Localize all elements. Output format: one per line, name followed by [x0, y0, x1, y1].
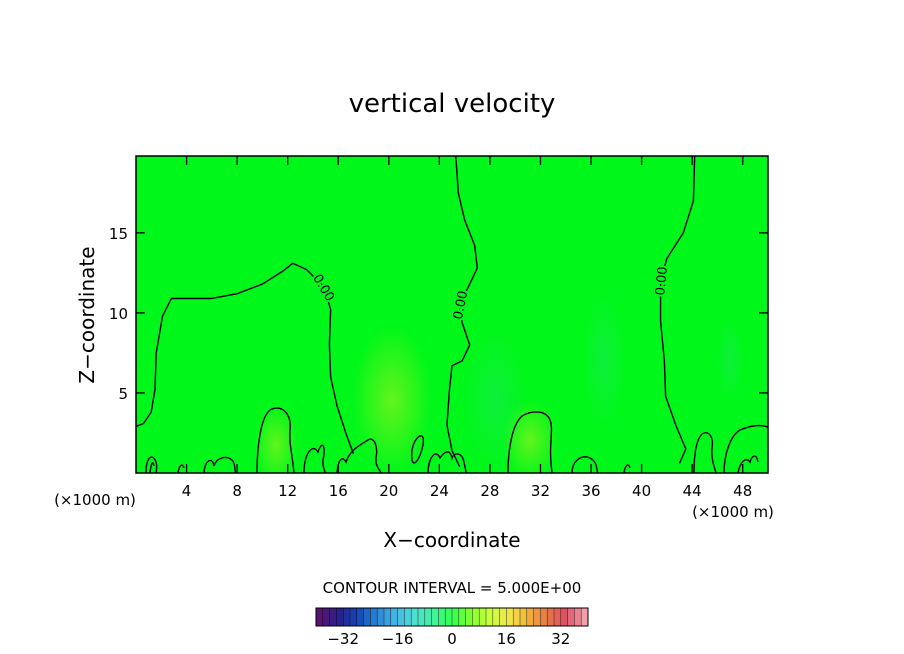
- colorbar-cell: [458, 608, 467, 626]
- zero-contour-line: [659, 156, 696, 464]
- colorbar-cell: [479, 608, 487, 626]
- contour-cell: [623, 464, 631, 473]
- y-tick-label: 15: [109, 225, 128, 243]
- colorbar-cell: [390, 608, 399, 626]
- contour-cell: [693, 432, 717, 473]
- colorbar-cell: [486, 608, 494, 626]
- colorbar-cell: [452, 608, 460, 626]
- colorbar-cell: [418, 608, 426, 626]
- colorbar-cell: [343, 608, 351, 626]
- heatmap-downdraft-region: [463, 330, 527, 470]
- x-unit-left: (×1000 m): [54, 491, 136, 509]
- colorbar-cell: [363, 608, 371, 626]
- x-axis: 4 8 12 16 20 24 28 32 36 40 44 48: [182, 156, 752, 500]
- colorbar-cell: [581, 608, 589, 626]
- colorbar-cell: [540, 608, 548, 626]
- colorbar-cell: [356, 608, 365, 626]
- contour-cell: [737, 455, 759, 473]
- heatmap-downdraft-region: [716, 320, 744, 400]
- x-tick-label: 8: [232, 482, 242, 500]
- colorbar-cell: [322, 608, 331, 626]
- heatmap-field: [136, 156, 768, 473]
- x-tick-label: 44: [683, 482, 702, 500]
- contour-interval-text: CONTOUR INTERVAL = 5.000E+00: [323, 579, 582, 597]
- colorbar-tick-label: 32: [551, 630, 570, 648]
- x-tick-label: 24: [430, 482, 449, 500]
- colorbar-cell: [445, 608, 453, 626]
- surface-contour-cells: [145, 407, 768, 473]
- heatmap-downdraft-region: [582, 290, 626, 430]
- heatmap-updraft-region: [352, 325, 432, 473]
- colorbar-cell: [370, 608, 378, 626]
- colorbar: −32 −16 0 16 32: [315, 607, 589, 648]
- colorbar-cell: [316, 608, 324, 626]
- colorbar-cell: [336, 608, 344, 626]
- colorbar-tick-label: 16: [497, 630, 516, 648]
- colorbar-cell: [554, 608, 562, 626]
- colorbar-cell: [547, 608, 555, 626]
- contour-cell: [571, 456, 599, 473]
- colorbar-cell: [404, 608, 412, 626]
- chart-title: vertical velocity: [349, 89, 556, 119]
- x-tick-label: 16: [329, 482, 348, 500]
- colorbar-cell: [472, 608, 480, 626]
- colorbar-cell: [506, 608, 514, 626]
- x-tick-label: 48: [733, 482, 752, 500]
- contour-cell: [427, 451, 467, 473]
- colorbar-tick-label: 0: [447, 630, 457, 648]
- colorbar-tick-label: −16: [382, 630, 414, 648]
- colorbar-cell: [431, 608, 439, 626]
- colorbar-cell: [397, 608, 405, 626]
- colorbar-cell: [513, 608, 521, 626]
- colorbar-cell: [438, 608, 446, 626]
- contour-cell: [303, 444, 326, 473]
- zero-contour-line: [446, 156, 478, 467]
- x-axis-label: X−coordinate: [383, 528, 520, 552]
- contour-cell: [145, 456, 158, 473]
- colorbar-cell: [384, 608, 392, 626]
- y-tick-label: 10: [109, 305, 128, 323]
- x-tick-label: 28: [480, 482, 499, 500]
- colorbar-frame: [315, 607, 589, 627]
- colorbar-cell: [533, 608, 541, 626]
- colorbar-tick-label: −32: [327, 630, 359, 648]
- contour-cell: [507, 411, 553, 473]
- x-unit-right: (×1000 m): [692, 503, 774, 521]
- colorbar-cell: [424, 608, 433, 626]
- colorbar-cell: [574, 608, 582, 626]
- colorbar-cell: [377, 608, 385, 626]
- colorbar-cell: [567, 608, 575, 626]
- y-axis-label: Z−coordinate: [75, 246, 99, 383]
- colorbar-cell: [411, 608, 419, 626]
- colorbar-cell: [350, 608, 358, 626]
- colorbar-cell: [560, 608, 569, 626]
- contour-cell: [149, 462, 155, 473]
- contour-cell: [177, 464, 185, 473]
- x-tick-label: 36: [581, 482, 600, 500]
- contour-cell: [256, 407, 295, 473]
- x-tick-label: 40: [632, 482, 651, 500]
- contour-cell: [410, 435, 425, 464]
- contour-cell: [203, 456, 237, 473]
- plot-frame: [135, 155, 769, 474]
- contour-label: 0.00: [653, 266, 671, 296]
- x-tick-label: 20: [379, 482, 398, 500]
- contour-cell: [723, 424, 768, 473]
- colorbar-cell: [499, 608, 507, 626]
- plot-area: 0.000.000.00 4 8 12 16 20 24 28 32 36 40 44 48: [109, 155, 769, 500]
- colorbar-cell: [329, 608, 337, 626]
- zero-contour-line: [136, 262, 355, 455]
- x-tick-label: 4: [182, 482, 192, 500]
- colorbar-cell: [492, 608, 501, 626]
- colorbar-cell: [526, 608, 535, 626]
- x-tick-label: 32: [531, 482, 550, 500]
- heatmap-updraft-region: [254, 405, 298, 473]
- colorbar-cell: [465, 608, 473, 626]
- colorbar-cell: [520, 608, 528, 626]
- y-axis: 5 10 15: [109, 225, 768, 403]
- contour-cell: [336, 438, 382, 473]
- x-tick-label: 12: [278, 482, 297, 500]
- y-tick-label: 5: [118, 385, 128, 403]
